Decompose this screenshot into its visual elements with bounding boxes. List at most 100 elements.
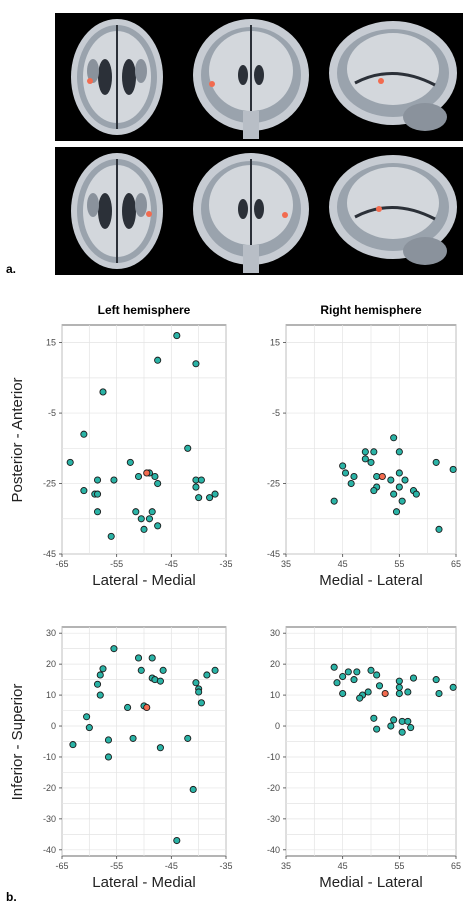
x-axis-label: Medial - Lateral [319,874,422,891]
data-point [409,674,418,682]
data-point [137,515,145,523]
data-point [404,717,412,725]
chart-title-left: Left hemisphere [97,303,191,317]
data-point [96,691,104,699]
data-point [126,458,134,466]
data-point [398,497,406,505]
data-point [203,671,211,679]
panel-label-b: b. [6,890,17,904]
scatter-panel-2: 35 45 55 65 15 -5 -25 -45 Medial - Lateral [267,324,461,589]
data-point [195,494,203,502]
x-tick-label: -55 [110,861,123,871]
data-point [156,677,164,685]
data-point [192,679,200,687]
data-point [361,448,369,456]
data-point [134,654,143,662]
data-point [370,487,378,495]
data-point [197,476,205,484]
y-tick-label: -45 [43,549,56,559]
y-tick-label: -45 [267,549,280,559]
data-point [192,360,200,368]
x-axis-label: Medial - Lateral [319,572,422,589]
data-point [99,388,107,396]
x-tick-label: 35 [281,559,291,569]
data-point [124,703,132,712]
data-point [80,487,88,495]
highlight-point [381,689,389,698]
data-point [432,676,440,684]
y-tick-label: -25 [267,479,280,489]
data-point [137,666,145,674]
data-point [350,676,358,684]
brain-slices-row-left [55,13,463,141]
data-point [69,741,77,749]
data-point [435,689,443,698]
y-tick-label: -10 [267,752,280,762]
data-point [154,356,162,364]
data-point [129,734,137,742]
y-tick-label: 0 [275,721,280,731]
x-tick-label: -45 [165,559,178,569]
data-point [341,469,350,477]
data-point [93,490,102,498]
scatter-panel-3: -65 -55 -45 -35 30 20 10 0 -10 -20 -30 -40 Lateral -… [9,626,233,891]
data-point [148,654,156,662]
data-point [333,679,341,687]
data-point [93,680,102,688]
axial-slice [71,153,163,269]
data-point [189,785,197,794]
data-point [151,472,159,481]
data-point [156,744,164,752]
sagittal-slice [329,155,457,265]
data-point [154,479,162,488]
data-point [93,476,102,484]
data-point [339,689,347,698]
y-tick-label: -20 [267,783,280,793]
data-point [145,515,154,523]
data-point [192,483,200,491]
data-point [373,725,381,733]
y-axis-label: Inferior - Superior [9,684,26,801]
highlight-point [378,472,386,481]
y-tick-label: 20 [270,659,280,669]
data-point [80,430,88,438]
x-tick-label: -45 [165,861,178,871]
data-point [395,689,403,698]
data-point [99,665,107,673]
data-point [110,476,118,484]
data-point [344,668,352,676]
data-point [392,508,401,516]
y-tick-label: 30 [270,628,280,638]
y-tick-label: -30 [43,814,56,824]
marker-dot [376,206,382,212]
data-point [370,714,378,722]
data-point [398,728,406,736]
marker-dot [209,81,215,87]
y-tick-label: -5 [48,408,56,418]
data-point [350,472,358,481]
coronal-slice [193,19,309,139]
x-tick-label: 55 [394,861,404,871]
x-tick-label: 45 [338,861,348,871]
x-tick-label: 55 [394,559,404,569]
data-point [173,332,181,340]
data-point [370,448,378,456]
y-tick-label: -20 [43,783,56,793]
data-point [83,713,91,721]
x-tick-label: 65 [451,559,461,569]
data-point [140,525,148,533]
coronal-slice [193,153,309,273]
scatter-panel-4: 35 45 55 65 30 20 10 0 -10 -20 -30 -40 Medial - Late… [267,626,461,891]
data-point [159,666,167,674]
data-point [435,525,443,533]
data-point [110,645,118,653]
data-point [330,663,338,671]
data-point [432,458,440,466]
data-point [154,522,162,530]
data-point [373,671,381,679]
y-tick-label: -25 [43,479,56,489]
panel-label-a: a. [6,262,17,276]
chart-title-right: Right hemisphere [320,303,422,317]
data-point [104,753,113,761]
data-point [449,465,457,473]
